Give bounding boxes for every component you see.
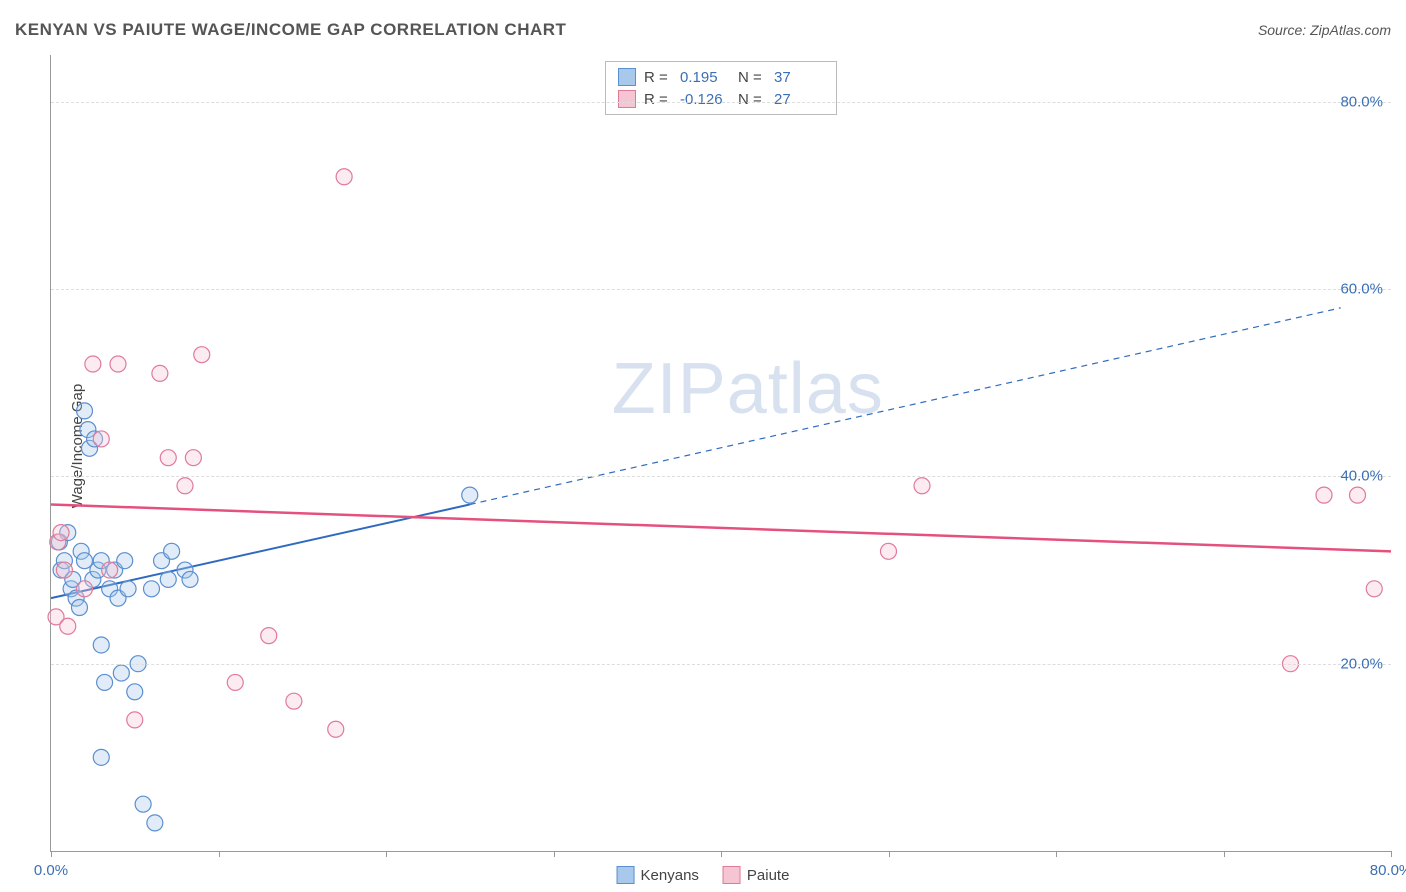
correlation-stats-box: R = 0.195 N = 37 R = -0.126 N = 27 (605, 61, 837, 115)
gridline (51, 664, 1391, 665)
x-tick (1224, 851, 1225, 857)
x-tick (554, 851, 555, 857)
n-value: 37 (774, 69, 824, 86)
gridline (51, 102, 1391, 103)
legend-label: Kenyans (641, 867, 699, 884)
x-tick (721, 851, 722, 857)
n-label: N = (738, 69, 766, 86)
gridline (51, 476, 1391, 477)
x-tick (51, 851, 52, 857)
chart-plot-area: ZIPatlas R =0.195N =37R =-0.126N =27 20.… (50, 55, 1391, 852)
r-value: -0.126 (680, 91, 730, 108)
r-value: 0.195 (680, 69, 730, 86)
r-label: R = (644, 69, 672, 86)
y-tick-label: 60.0% (1340, 281, 1383, 298)
chart-header: KENYAN VS PAIUTE WAGE/INCOME GAP CORRELA… (15, 20, 1391, 40)
legend: Kenyans Paiute (617, 866, 790, 884)
y-tick-label: 40.0% (1340, 468, 1383, 485)
legend-item: Paiute (723, 866, 790, 884)
stats-row: R = 0.195 N = 37 (618, 66, 824, 88)
n-value: 27 (774, 91, 824, 108)
n-label: N = (738, 91, 766, 108)
x-tick-label: 80.0% (1370, 862, 1406, 879)
legend-swatch (617, 866, 635, 884)
series-swatch (618, 90, 636, 108)
x-tick (386, 851, 387, 857)
x-tick (1056, 851, 1057, 857)
legend-item: Kenyans (617, 866, 699, 884)
scatter-plot-svg (51, 55, 1391, 851)
chart-source: Source: ZipAtlas.com (1258, 22, 1391, 38)
y-tick-label: 20.0% (1340, 655, 1383, 672)
legend-swatch (723, 866, 741, 884)
series-swatch (618, 68, 636, 86)
legend-label: Paiute (747, 867, 790, 884)
gridline (51, 289, 1391, 290)
y-tick-label: 80.0% (1340, 93, 1383, 110)
x-tick (219, 851, 220, 857)
r-label: R = (644, 91, 672, 108)
x-tick (1391, 851, 1392, 857)
chart-title: KENYAN VS PAIUTE WAGE/INCOME GAP CORRELA… (15, 20, 566, 40)
stats-row: R = -0.126 N = 27 (618, 88, 824, 110)
x-tick (889, 851, 890, 857)
x-tick-label: 0.0% (34, 862, 68, 879)
